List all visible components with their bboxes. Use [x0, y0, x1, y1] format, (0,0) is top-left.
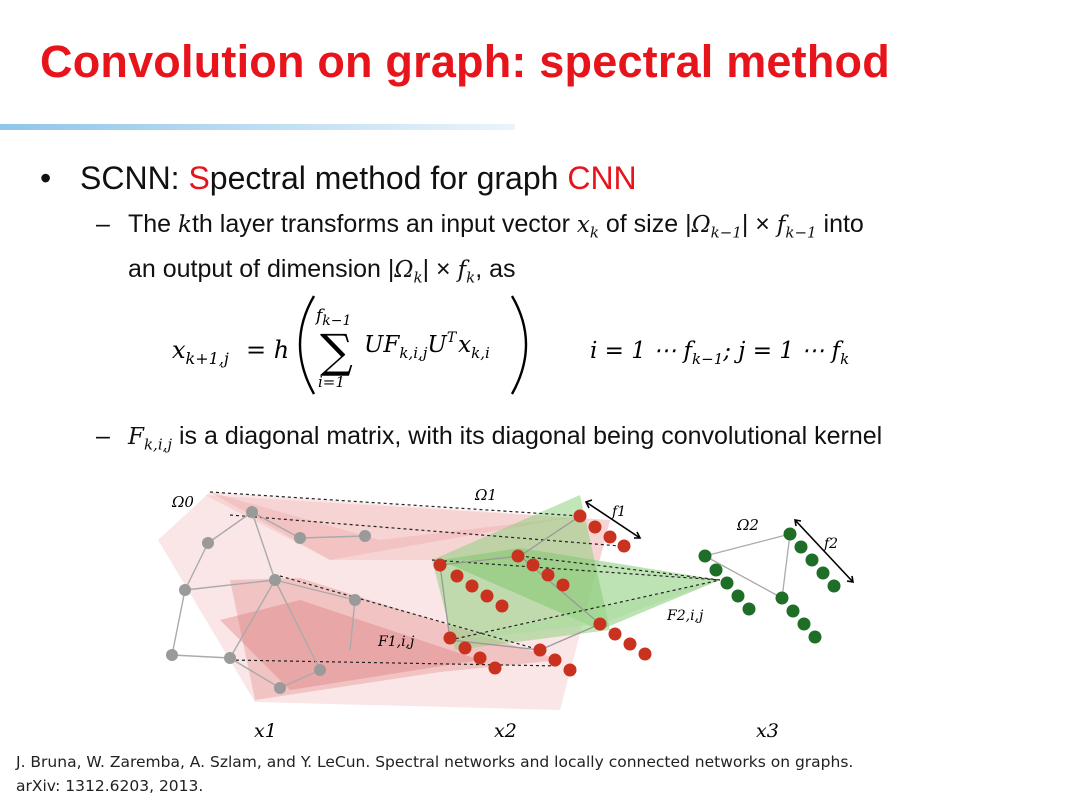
x3-label: x3 — [756, 720, 779, 742]
subbullet-line1: – The kth layer transforms an input vecto… — [96, 206, 864, 251]
reference: J. Bruna, W. Zaremba, A. Szlam, and Y. L… — [16, 750, 853, 798]
graph-x3-nodes — [698, 527, 841, 644]
F1-label: F1,i,j — [377, 634, 415, 650]
math-omega: Ωk — [394, 256, 423, 287]
bullet-prefix: SCNN: — [80, 160, 189, 196]
dash-marker: – — [96, 422, 110, 450]
math-xk: xk — [576, 212, 599, 242]
formula-body: UFk,i,jUTxk,i — [364, 330, 490, 362]
math-f: fk−1 — [776, 212, 817, 242]
green-cone — [440, 548, 720, 630]
x1-label: x1 — [254, 720, 277, 742]
graph-x2-nodes — [433, 509, 652, 677]
text-segment: | × — [741, 210, 777, 238]
sum-symbol: ∑ — [320, 324, 353, 378]
text-segment: The — [128, 210, 179, 238]
right-paren — [510, 295, 528, 395]
math-F: Fk,i,j — [128, 424, 173, 454]
omega0-label: Ω0 — [171, 493, 194, 511]
graph-x1-edges — [171, 511, 366, 689]
math-omega: Ωk−1 — [691, 212, 742, 242]
omega1-label: Ω1 — [474, 486, 497, 504]
left-paren — [298, 295, 316, 395]
green-cone — [460, 580, 720, 640]
x2-label: x2 — [494, 720, 517, 742]
pink-cone — [230, 578, 560, 700]
math-k: k — [178, 212, 192, 238]
text-segment: , as — [475, 254, 516, 283]
projection-lines — [209, 491, 721, 667]
bullet-s-letter: S — [188, 160, 210, 196]
text-segment: | × — [422, 254, 458, 283]
sum-lower-limit: i=1 — [318, 373, 345, 391]
subbullet-diagonal: – Fk,i,j is a diagonal matrix, with its d… — [96, 418, 882, 463]
text-segment: an output of dimension | — [128, 254, 395, 283]
f2-label: f2 — [823, 536, 838, 552]
slide-title: Convolution on graph: spectral method — [40, 36, 890, 87]
reference-line2: arXiv: 1312.6203, 2013. — [16, 777, 204, 795]
layer-formula: xk+1,j = h fk−1 ∑ i=1 UFk,i,jUTxk,i i = … — [172, 295, 849, 395]
bullet-scnn: • SCNN: Spectral method for graph CNN — [40, 160, 637, 197]
bullet-middle: pectral method for graph — [209, 160, 568, 196]
F2-label: F2,i,j — [666, 608, 704, 624]
graph-x3-edges — [704, 533, 791, 599]
reference-line1: J. Bruna, W. Zaremba, A. Szlam, and Y. L… — [16, 753, 854, 771]
text-segment: th layer transforms an input vector — [191, 210, 577, 238]
formula-lhs: xk+1,j — [172, 336, 229, 368]
dash-marker: – — [96, 210, 110, 238]
bullet-marker: • — [40, 160, 52, 196]
text-segment: of size | — [598, 210, 692, 238]
math-f: fk — [457, 256, 476, 287]
dimension-arrows — [584, 499, 854, 583]
omega2-label: Ω2 — [736, 516, 759, 534]
subbullet-line2: an output of dimension |Ωk| × fk, as — [96, 251, 864, 296]
formula-eq: = h — [246, 336, 289, 364]
title-underline — [0, 124, 515, 130]
bullet-cnn: CNN — [567, 160, 637, 196]
sum-upper-limit: fk−1 — [314, 306, 351, 329]
formula-condition: i = 1 ⋯ fk−1; j = 1 ⋯ fk — [590, 338, 849, 368]
text-segment: into — [816, 210, 864, 238]
graph-x1-nodes — [166, 506, 371, 694]
subbullet-text: is a diagonal matrix, with its diagonal … — [172, 422, 883, 450]
subbullet-layer-transform: – The kth layer transforms an input vecto… — [96, 206, 864, 295]
f1-label: f1 — [611, 504, 626, 520]
